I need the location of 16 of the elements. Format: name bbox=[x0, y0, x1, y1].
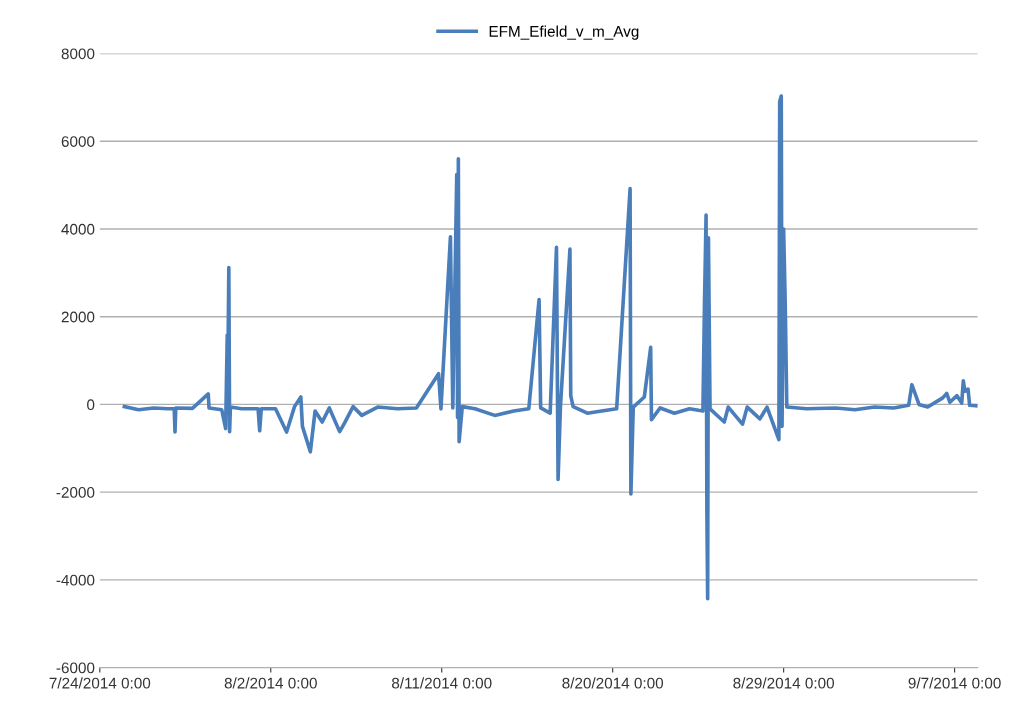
y-tick-label: 2000 bbox=[61, 311, 95, 323]
x-tick-label: 8/20/2014 0:00 bbox=[562, 677, 664, 689]
y-tick-label: 4000 bbox=[61, 223, 95, 235]
x-tick-label: 8/29/2014 0:00 bbox=[733, 677, 835, 689]
y-tick-label: 0 bbox=[87, 399, 95, 411]
legend-label: EFM_Efield_v_m_Avg bbox=[489, 25, 639, 40]
y-tick-label: -4000 bbox=[56, 574, 95, 586]
x-tick-label: 7/24/2014 0:00 bbox=[49, 677, 151, 689]
y-tick-label: -6000 bbox=[56, 662, 95, 674]
x-tick-label: 9/7/2014 0:00 bbox=[908, 677, 1001, 689]
y-tick-label: -2000 bbox=[56, 487, 95, 498]
x-tick-label: 8/2/2014 0:00 bbox=[224, 677, 317, 689]
line-series bbox=[122, 94, 978, 601]
x-tick-label: 8/11/2014 0:00 bbox=[391, 677, 492, 689]
y-tick-label: 6000 bbox=[61, 136, 95, 147]
y-tick-label: 8000 bbox=[61, 48, 95, 60]
